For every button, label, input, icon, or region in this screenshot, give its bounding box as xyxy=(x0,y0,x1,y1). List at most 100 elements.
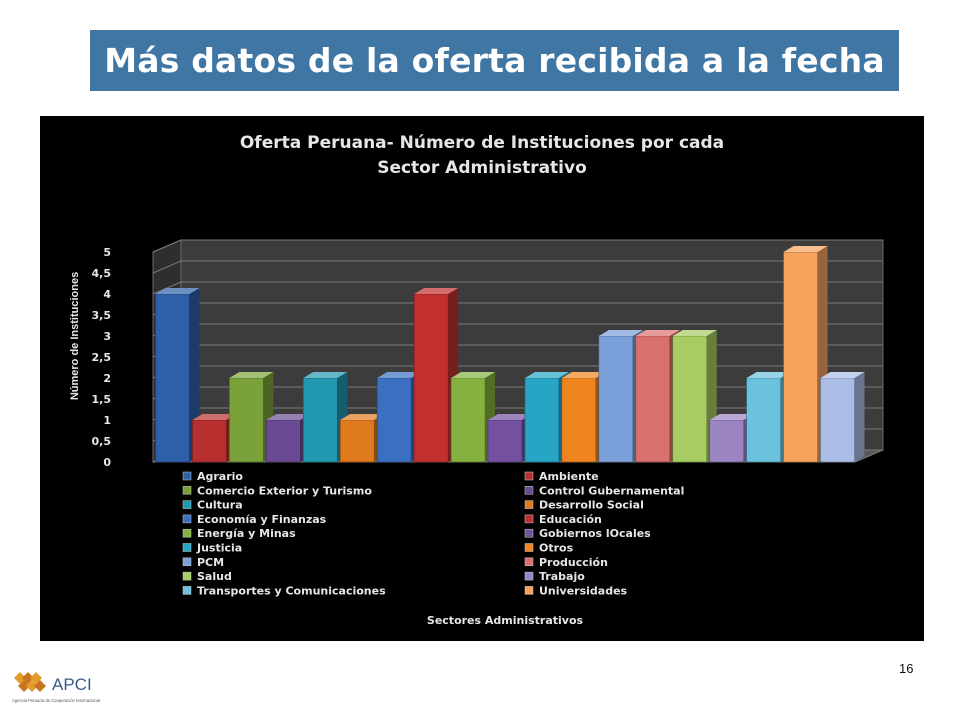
legend-item: Control Gubernamental xyxy=(524,484,684,497)
y-tick-label: 2,5 xyxy=(92,351,112,364)
legend-item: Educación xyxy=(524,513,602,526)
apci-logo: APCI Agencia Peruana de Cooperación Inte… xyxy=(12,672,100,703)
legend-label: Salud xyxy=(197,570,232,583)
legend-label: Energía y Minas xyxy=(197,527,296,540)
legend-label: Justicia xyxy=(196,542,242,555)
legend-item: Gobiernos lOcales xyxy=(524,527,651,540)
y-axis-ticks: 0 0,5 1 1,5 2 2,5 3 3,5 4 4,5 5 xyxy=(92,246,112,469)
legend-label: Educación xyxy=(539,513,602,526)
bar-top xyxy=(266,414,311,420)
y-tick-label: 4,5 xyxy=(92,267,112,280)
bar xyxy=(783,246,828,463)
bar-top xyxy=(635,330,680,336)
y-tick-label: 2 xyxy=(103,372,111,385)
bar-front xyxy=(339,419,375,463)
legend-swatch xyxy=(182,586,192,595)
legend-swatch xyxy=(182,500,192,509)
logo-name: APCI xyxy=(52,675,92,694)
bar-front xyxy=(192,419,227,463)
y-tick-label: 0 xyxy=(103,456,111,469)
y-axis-label: Número de Instituciones xyxy=(69,272,81,400)
legend-swatch xyxy=(182,557,192,567)
y-tick-label: 3,5 xyxy=(92,309,112,322)
bar xyxy=(820,372,865,463)
y-tick-label: 1 xyxy=(103,414,111,427)
gridline xyxy=(152,260,883,274)
apci-emblem-icon xyxy=(14,672,46,692)
legend-swatch xyxy=(182,514,192,524)
legend-swatch xyxy=(524,571,534,581)
legend-label: Control Gubernamental xyxy=(539,484,684,497)
legend-label: Economía y Finanzas xyxy=(197,513,327,526)
legend-item: Comercio Exterior y Turismo xyxy=(182,484,372,497)
bar-front xyxy=(376,377,412,463)
legend-item: Economía y Finanzas xyxy=(182,513,327,526)
legend-item: Cultura xyxy=(182,499,243,512)
legend-label: Otros xyxy=(539,542,574,555)
legend-swatch xyxy=(524,500,534,509)
legend-swatch xyxy=(524,514,534,524)
legend-swatch xyxy=(524,486,534,495)
legend-swatch xyxy=(182,486,192,495)
chart-title-line: Sector Administrativo xyxy=(377,158,587,178)
legend-item: Universidades xyxy=(524,584,628,597)
legend-item: Agrario xyxy=(182,470,243,483)
bar xyxy=(450,372,496,463)
logo-tagline: Agencia Peruana de Cooperación Internaci… xyxy=(12,698,100,703)
legend-item: Justicia xyxy=(182,542,242,555)
bar-top xyxy=(303,372,348,378)
legend-label: Producción xyxy=(539,556,608,569)
chart-legend: Agrario Ambiente Comercio Exterior y Turis… xyxy=(182,470,684,597)
legend-item: PCM xyxy=(182,556,224,569)
bar-top xyxy=(746,372,791,378)
bar-top xyxy=(340,414,385,420)
bar-front xyxy=(561,377,597,463)
legend-item: Producción xyxy=(524,556,608,569)
bar-front xyxy=(746,377,781,463)
bar-front xyxy=(635,335,671,463)
bar-front xyxy=(229,377,264,463)
bar-top xyxy=(451,372,496,378)
legend-item: Otros xyxy=(524,542,574,555)
legend-label: Agrario xyxy=(197,470,243,483)
bar-front xyxy=(413,293,449,463)
x-axis-label-group: Sectores Administrativos xyxy=(427,614,584,627)
bar-front xyxy=(487,419,523,463)
legend-label: PCM xyxy=(197,556,224,569)
legend-item: Desarrollo Social xyxy=(524,499,644,512)
bar-front xyxy=(709,419,744,463)
chart-svg: Oferta Peruana- Número de Instituciones … xyxy=(69,133,884,627)
bar-top xyxy=(598,330,643,336)
bar-top xyxy=(229,372,274,378)
bar-front xyxy=(450,377,486,463)
legend-swatch xyxy=(524,543,534,552)
bar xyxy=(487,414,532,463)
bar-side xyxy=(854,372,865,462)
legend-item: Ambiente xyxy=(524,470,599,483)
y-tick-label: 1,5 xyxy=(92,393,112,406)
chart-panel: Oferta Peruana- Número de Instituciones … xyxy=(40,116,924,641)
bar xyxy=(229,372,274,463)
bar-front xyxy=(783,251,818,463)
bar-top xyxy=(192,414,237,420)
slide-title: Más datos de la oferta recibida a la fec… xyxy=(90,30,899,91)
legend-item: Salud xyxy=(182,570,232,583)
y-tick-label: 3 xyxy=(103,330,111,343)
bar-top xyxy=(709,414,754,420)
y-tick-label: 5 xyxy=(103,246,111,259)
y-tick-label: 0,5 xyxy=(92,435,112,448)
page-number: 16 xyxy=(899,661,914,676)
x-axis-label: Sectores Administrativos xyxy=(427,614,584,627)
legend-swatch xyxy=(524,528,534,538)
legend-label: Desarrollo Social xyxy=(539,499,644,512)
legend-swatch xyxy=(182,471,192,481)
bar-top xyxy=(414,288,459,294)
bar-top xyxy=(377,372,422,378)
bar-top xyxy=(783,246,828,252)
bar-top xyxy=(488,414,532,420)
bar-top xyxy=(561,372,606,378)
bar xyxy=(672,330,717,463)
legend-label: Cultura xyxy=(197,499,243,512)
bar-top xyxy=(524,372,569,378)
gridline xyxy=(152,239,883,253)
